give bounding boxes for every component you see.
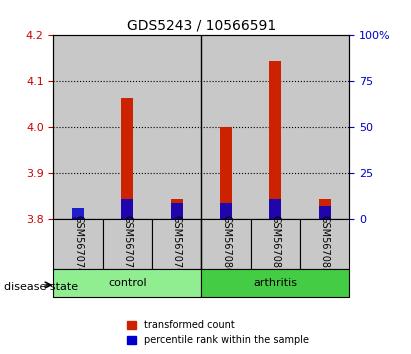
Title: GDS5243 / 10566591: GDS5243 / 10566591 <box>127 19 276 33</box>
FancyBboxPatch shape <box>201 219 251 269</box>
Bar <box>72 217 84 219</box>
Bar <box>270 61 281 219</box>
FancyBboxPatch shape <box>152 219 201 269</box>
FancyBboxPatch shape <box>53 269 201 297</box>
FancyBboxPatch shape <box>53 219 103 269</box>
Text: disease state: disease state <box>4 282 78 292</box>
Text: arthritis: arthritis <box>253 278 298 288</box>
Bar <box>152 35 201 219</box>
Text: GSM567074: GSM567074 <box>73 215 83 274</box>
Bar <box>171 203 182 219</box>
Text: GSM567081: GSM567081 <box>270 215 280 274</box>
Bar <box>319 206 330 219</box>
Text: GSM567076: GSM567076 <box>172 215 182 274</box>
Text: GSM567075: GSM567075 <box>122 215 132 274</box>
Bar <box>201 35 251 219</box>
Text: GSM567082: GSM567082 <box>320 215 330 274</box>
Bar <box>220 203 232 219</box>
Bar <box>122 97 133 219</box>
Text: GSM567080: GSM567080 <box>221 215 231 274</box>
Bar <box>300 35 349 219</box>
FancyBboxPatch shape <box>201 269 349 297</box>
Bar <box>220 127 232 219</box>
Text: control: control <box>108 278 147 288</box>
Bar <box>251 35 300 219</box>
Bar <box>72 208 84 219</box>
Bar <box>319 199 330 219</box>
Bar <box>122 199 133 219</box>
Bar <box>103 35 152 219</box>
Bar <box>270 199 281 219</box>
FancyBboxPatch shape <box>103 219 152 269</box>
FancyBboxPatch shape <box>300 219 349 269</box>
Bar <box>53 35 103 219</box>
Bar <box>171 199 182 219</box>
FancyBboxPatch shape <box>251 219 300 269</box>
Legend: transformed count, percentile rank within the sample: transformed count, percentile rank withi… <box>123 316 313 349</box>
